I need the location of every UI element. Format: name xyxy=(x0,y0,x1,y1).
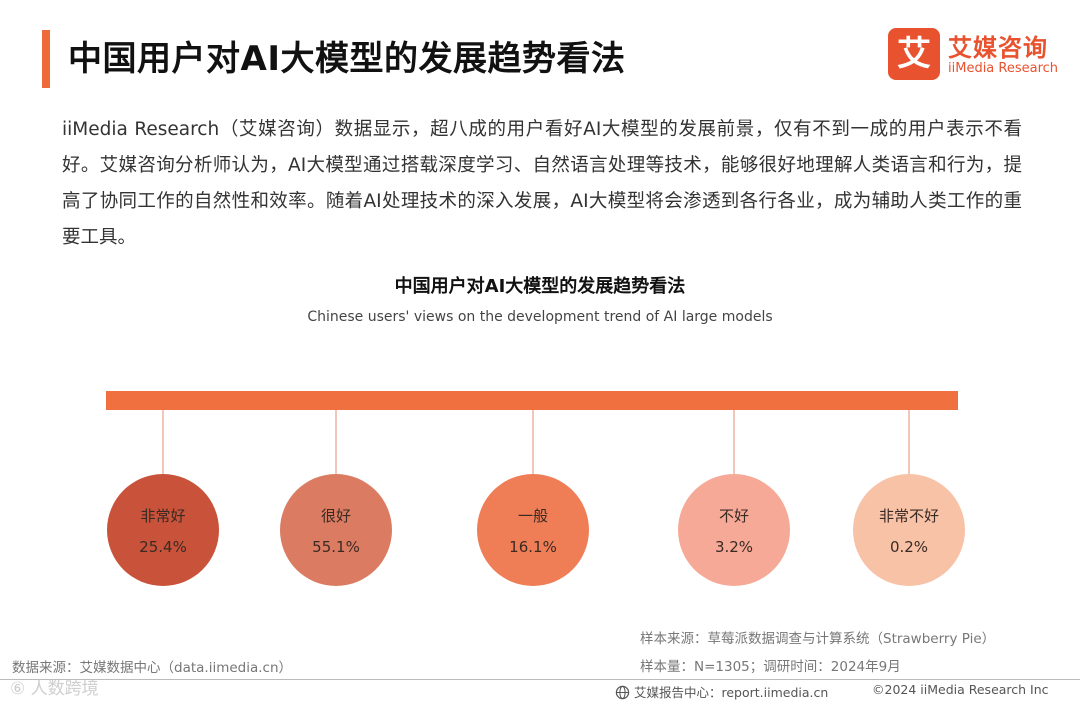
bubble-3 xyxy=(477,474,589,586)
bubble-value-label: 3.2% xyxy=(715,538,753,556)
bubble-category-label: 非常不好 xyxy=(879,507,939,525)
footer-divider xyxy=(0,679,1080,680)
bubble-category-label: 不好 xyxy=(719,507,749,525)
footer-report-center[interactable]: 艾媒报告中心：report.iimedia.cn xyxy=(615,682,828,701)
logo-mark: 艾 xyxy=(888,28,940,80)
page-title: 中国用户对AI大模型的发展趋势看法 xyxy=(68,39,626,79)
footer-copyright: ©2024 iiMedia Research Inc xyxy=(872,682,1049,697)
title-accent-bar xyxy=(42,30,50,88)
watermark: ⑥ 人数跨境 xyxy=(10,679,99,699)
bubble-value-label: 55.1% xyxy=(312,538,360,556)
intro-paragraph: iiMedia Research（艾媒咨询）数据显示，超八成的用户看好AI大模型… xyxy=(62,119,1022,248)
chart-title: 中国用户对AI大模型的发展趋势看法 xyxy=(394,276,686,297)
iimedia-logo: 艾 艾媒咨询 iiMedia Research xyxy=(888,28,1068,84)
bubble-2 xyxy=(280,474,392,586)
chart-top-bar xyxy=(106,391,958,410)
data-source: 数据来源：艾媒数据中心（data.iimedia.cn） xyxy=(12,660,293,676)
bubble-4 xyxy=(678,474,790,586)
bubble-category-label: 一般 xyxy=(518,507,548,525)
bubble-value-label: 0.2% xyxy=(890,538,928,556)
globe-icon xyxy=(615,685,630,700)
logo-name-cn: 艾媒咨询 xyxy=(948,34,1048,62)
sample-source: 样本来源：草莓派数据调查与计算系统（Strawberry Pie） xyxy=(640,631,996,647)
logo-name-en: iiMedia Research xyxy=(948,61,1059,76)
bubble-1 xyxy=(107,474,219,586)
bubble-category-label: 非常好 xyxy=(140,507,185,525)
footer-report-center-text: 艾媒报告中心：report.iimedia.cn xyxy=(634,685,829,700)
chart-subtitle: Chinese users' views on the development … xyxy=(307,309,773,325)
bubble-value-label: 25.4% xyxy=(139,538,187,556)
sample-size: 样本量：N=1305；调研时间：2024年9月 xyxy=(640,659,901,675)
bubble-value-label: 16.1% xyxy=(509,538,557,556)
bubble-5 xyxy=(853,474,965,586)
bubble-category-label: 很好 xyxy=(321,507,351,525)
